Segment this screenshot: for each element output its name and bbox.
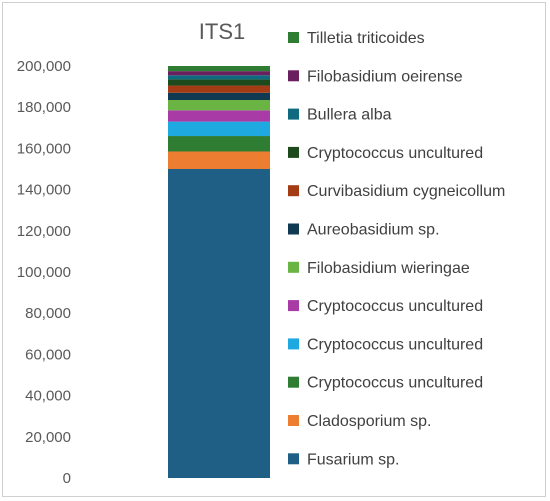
legend-swatch bbox=[288, 32, 299, 43]
y-tick-label: 120,000 bbox=[17, 223, 71, 240]
legend-swatch bbox=[288, 108, 299, 120]
legend-label: Bullera alba bbox=[307, 107, 392, 124]
y-tick-label: 180,000 bbox=[17, 99, 71, 116]
legend-swatch bbox=[288, 338, 299, 350]
legend-item: Filobasidium wieringae bbox=[288, 260, 470, 277]
bar-segment-9 bbox=[168, 79, 270, 86]
y-tick-label: 140,000 bbox=[17, 182, 71, 199]
legend-label: Cryptococcus uncultured bbox=[307, 145, 483, 162]
y-tick-label: 60,000 bbox=[25, 346, 71, 363]
legend-swatch bbox=[288, 300, 299, 312]
bar-segment-4 bbox=[168, 121, 270, 137]
legend-swatch bbox=[288, 376, 299, 388]
legend-item: Bullera alba bbox=[288, 107, 392, 124]
legend-label: Fusarium sp. bbox=[307, 451, 399, 468]
legend-label: Curvibasidium cygneicollum bbox=[307, 183, 505, 200]
y-tick-label: 20,000 bbox=[25, 429, 71, 446]
bar-segment-12 bbox=[168, 66, 270, 72]
legend-item: Cryptococcus uncultured bbox=[288, 336, 483, 353]
legend-swatch bbox=[288, 223, 299, 235]
y-axis: 0 20,000 40,000 60,000 80,000 100,000 120,000 1… bbox=[17, 58, 71, 487]
legend-item: Cryptococcus uncultured bbox=[288, 375, 483, 392]
bar-segment-3 bbox=[168, 136, 270, 152]
y-tick-label: 0 bbox=[63, 470, 71, 487]
bar-segment-5 bbox=[168, 110, 270, 122]
legend-item: Cryptococcus uncultured bbox=[288, 145, 483, 162]
legend-label: Cryptococcus uncultured bbox=[307, 375, 483, 392]
legend-label: Filobasidium oeirense bbox=[307, 68, 463, 85]
legend-swatch bbox=[288, 415, 299, 426]
legend-item: Aureobasidium sp. bbox=[288, 222, 440, 239]
legend-label: Cryptococcus uncultured bbox=[307, 298, 483, 315]
legend: Tilletia triticoides Filobasidium oeirens… bbox=[288, 30, 505, 468]
chart-frame bbox=[2, 2, 546, 497]
y-tick-label: 80,000 bbox=[25, 305, 71, 322]
y-tick-label: 160,000 bbox=[17, 140, 71, 157]
legend-swatch bbox=[288, 453, 299, 465]
y-tick-label: 40,000 bbox=[25, 388, 71, 405]
bar-segment-10 bbox=[168, 75, 270, 80]
legend-swatch bbox=[288, 70, 299, 82]
legend-item: Cladosporium sp. bbox=[288, 413, 432, 430]
y-tick-label: 100,000 bbox=[17, 264, 71, 281]
chart-title: ITS1 bbox=[199, 19, 245, 44]
legend-label: Aureobasidium sp. bbox=[307, 222, 440, 239]
legend-item: Filobasidium oeirense bbox=[288, 68, 463, 85]
bar-segment-2 bbox=[168, 151, 270, 169]
bar-stack bbox=[168, 66, 270, 478]
bar-segment-11 bbox=[168, 71, 270, 76]
legend-item: Fusarium sp. bbox=[288, 451, 399, 468]
legend-item: Curvibasidium cygneicollum bbox=[288, 183, 505, 200]
legend-item: Cryptococcus uncultured bbox=[288, 298, 483, 315]
legend-swatch bbox=[288, 185, 299, 197]
legend-label: Filobasidium wieringae bbox=[307, 260, 470, 277]
y-tick-label: 200,000 bbox=[17, 58, 71, 75]
legend-label: Cladosporium sp. bbox=[307, 413, 432, 430]
bar-segment-6 bbox=[168, 99, 270, 111]
bar-segment-8 bbox=[168, 85, 270, 93]
legend-item: Tilletia triticoides bbox=[288, 30, 425, 47]
bar-segment-7 bbox=[168, 92, 270, 100]
legend-label: Tilletia triticoides bbox=[307, 30, 425, 47]
bar-segment-1 bbox=[168, 169, 270, 478]
legend-label: Cryptococcus uncultured bbox=[307, 336, 483, 353]
legend-swatch bbox=[288, 146, 299, 158]
legend-swatch bbox=[288, 261, 299, 273]
